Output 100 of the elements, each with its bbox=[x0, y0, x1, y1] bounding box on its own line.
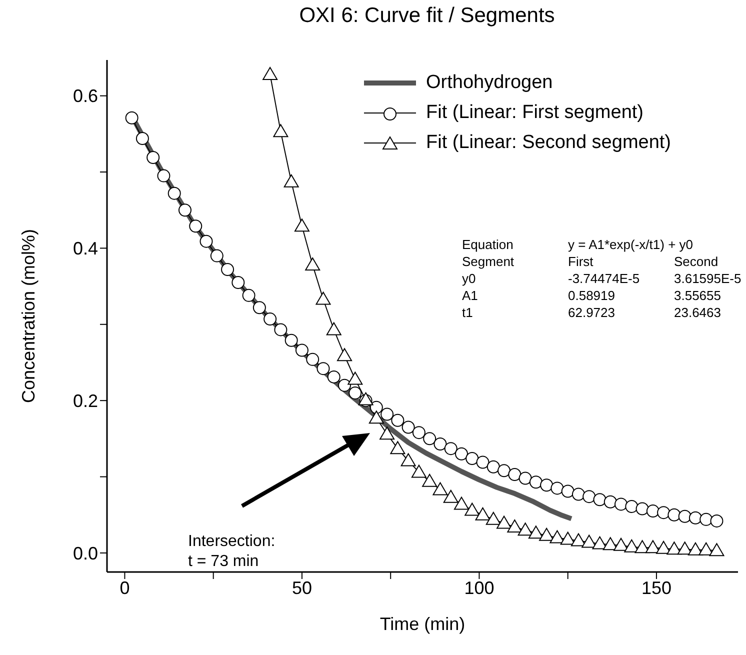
y-tick-label: 0.0 bbox=[72, 543, 98, 564]
point bbox=[210, 249, 224, 262]
point bbox=[273, 124, 288, 138]
point bbox=[178, 204, 192, 217]
x-tick-label: 0 bbox=[120, 578, 130, 598]
point bbox=[688, 542, 703, 556]
point bbox=[337, 348, 352, 362]
point bbox=[125, 111, 138, 124]
point bbox=[242, 288, 256, 302]
point bbox=[656, 540, 672, 554]
point bbox=[411, 464, 426, 478]
point bbox=[432, 482, 448, 496]
y-axis-title: Concentration (mol%) bbox=[18, 228, 38, 404]
point bbox=[338, 378, 352, 392]
point bbox=[274, 323, 288, 336]
point bbox=[380, 408, 394, 421]
point bbox=[326, 322, 342, 336]
point bbox=[634, 540, 650, 554]
point bbox=[475, 507, 490, 520]
point bbox=[400, 453, 416, 466]
point bbox=[624, 539, 640, 552]
annotation: Intersection: t = 73 min bbox=[188, 532, 276, 572]
text: Segment First Second bbox=[462, 254, 718, 269]
point bbox=[678, 510, 692, 523]
point bbox=[391, 414, 404, 427]
y-tick-label: 0.4 bbox=[72, 238, 98, 259]
chart-title: OXI 6: Curve fit / Segments bbox=[298, 4, 556, 28]
point bbox=[614, 538, 629, 551]
point bbox=[592, 536, 608, 550]
point bbox=[284, 174, 299, 188]
point bbox=[294, 218, 310, 232]
point bbox=[454, 447, 468, 460]
point bbox=[539, 528, 554, 541]
point bbox=[710, 514, 724, 528]
point bbox=[602, 537, 618, 550]
point bbox=[529, 476, 542, 489]
point bbox=[454, 496, 469, 510]
point bbox=[370, 400, 383, 414]
point bbox=[496, 516, 512, 529]
y-tick-label: 0.6 bbox=[72, 86, 98, 106]
x-axis-title: Time (min) bbox=[380, 614, 466, 634]
point bbox=[412, 426, 426, 440]
point bbox=[422, 474, 438, 487]
point bbox=[572, 488, 585, 501]
point bbox=[464, 502, 480, 516]
point bbox=[636, 502, 649, 516]
point bbox=[604, 495, 617, 508]
point bbox=[518, 522, 533, 536]
point bbox=[698, 542, 714, 556]
point bbox=[466, 452, 479, 465]
point bbox=[550, 530, 565, 544]
text: y0 -3.74474E-5 3.61595E-5 bbox=[462, 271, 742, 286]
point bbox=[264, 312, 277, 326]
legend-label: Fit (Linear: Second segment) bbox=[426, 131, 672, 155]
point bbox=[444, 442, 458, 456]
text: A1 0.58919 3.55655 bbox=[462, 288, 721, 303]
point bbox=[508, 468, 522, 481]
point bbox=[646, 504, 660, 518]
point bbox=[540, 478, 554, 492]
point bbox=[252, 301, 266, 314]
point bbox=[284, 334, 298, 347]
point bbox=[200, 234, 213, 248]
point bbox=[380, 426, 395, 440]
point bbox=[561, 484, 574, 498]
point bbox=[368, 410, 384, 424]
point bbox=[316, 362, 330, 376]
point bbox=[136, 132, 149, 145]
legend-label: Fit (Linear: First segment) bbox=[426, 101, 644, 125]
x-tick-label: 50 bbox=[292, 578, 312, 598]
point bbox=[614, 498, 628, 511]
point bbox=[560, 532, 576, 545]
point bbox=[295, 344, 308, 357]
y-tick-label: 0.2 bbox=[72, 390, 98, 411]
point bbox=[570, 533, 586, 546]
point bbox=[709, 543, 724, 556]
point bbox=[390, 441, 406, 454]
point bbox=[189, 220, 202, 233]
point bbox=[486, 512, 501, 525]
legend-label: Orthohydrogen bbox=[426, 71, 553, 95]
point bbox=[645, 540, 660, 554]
point bbox=[423, 432, 436, 446]
point bbox=[476, 456, 490, 469]
point bbox=[688, 511, 702, 524]
point bbox=[677, 542, 692, 555]
point bbox=[402, 420, 415, 434]
point bbox=[700, 512, 713, 526]
point bbox=[668, 508, 681, 522]
point bbox=[486, 460, 500, 474]
point bbox=[316, 292, 331, 305]
x-tick-label: 150 bbox=[641, 578, 672, 598]
point bbox=[168, 186, 181, 200]
point bbox=[306, 352, 320, 366]
point bbox=[327, 370, 340, 384]
point bbox=[232, 276, 245, 289]
point bbox=[582, 534, 597, 548]
point bbox=[582, 490, 596, 504]
point bbox=[305, 257, 320, 270]
point bbox=[657, 506, 670, 520]
point bbox=[498, 464, 511, 478]
point bbox=[157, 169, 170, 182]
